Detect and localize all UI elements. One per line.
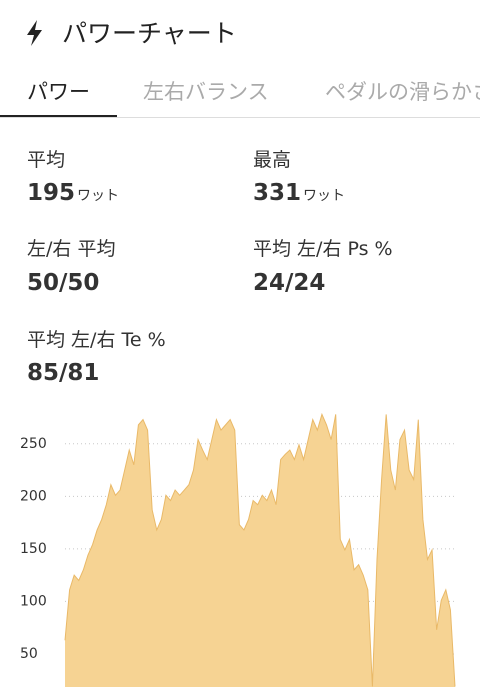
- tab-indicator: [0, 115, 117, 118]
- stat-number: 331: [253, 180, 302, 206]
- stat-value: 85/81: [27, 360, 100, 386]
- y-tick-label: 50: [20, 646, 38, 662]
- stat-label: 左/右 平均: [27, 238, 116, 260]
- page-title: パワーチャート: [62, 19, 237, 48]
- divider: [0, 117, 480, 118]
- tab-bar: パワー 左右バランス ペダルの滑らかさ: [0, 60, 480, 120]
- y-tick-label: 250: [20, 436, 47, 452]
- y-tick-label: 100: [20, 593, 47, 609]
- stat-label: 平均 左/右 Te %: [27, 329, 166, 351]
- y-tick-label: 200: [20, 488, 47, 504]
- y-tick-label: 150: [20, 541, 47, 557]
- stat-value: 331 ワット: [253, 180, 345, 206]
- stat-value: 24/24: [253, 270, 326, 296]
- stat-label: 平均 左/右 Ps %: [253, 238, 393, 260]
- area: [65, 414, 455, 687]
- power-chart: 50 100 150 200 250: [20, 412, 456, 687]
- tab[interactable]: 左右バランス: [143, 80, 269, 104]
- stat-value: 195 ワット: [27, 180, 119, 206]
- area-line: [64, 412, 456, 687]
- tab[interactable]: ペダルの滑らかさ: [325, 80, 480, 104]
- stat-unit: ワット: [77, 188, 120, 204]
- stat-label: 最高: [253, 149, 292, 171]
- stat-unit: ワット: [303, 188, 346, 204]
- bolt-icon: [27, 20, 42, 46]
- stat-number: 195: [27, 180, 76, 206]
- stat-value: 50/50: [27, 270, 100, 296]
- tab[interactable]: パワー: [27, 80, 90, 104]
- stat-label: 平均: [27, 149, 66, 171]
